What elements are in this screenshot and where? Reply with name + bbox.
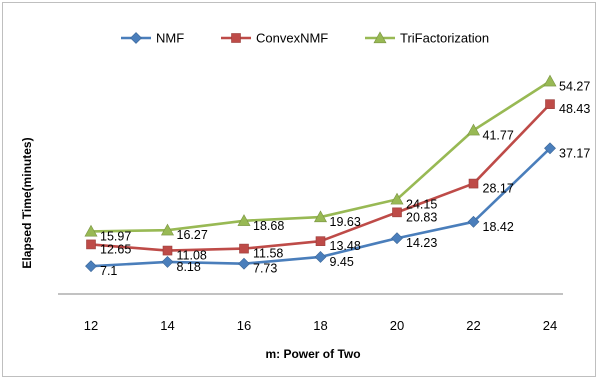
legend-label-nmf: NMF xyxy=(156,31,184,46)
legend-marker-convexnmf xyxy=(231,33,241,43)
data-point-trifactorization xyxy=(390,192,404,205)
data-label-trifactorization: 41.77 xyxy=(483,128,514,142)
x-tick-label: 12 xyxy=(84,318,98,333)
data-point-nmf xyxy=(314,251,327,263)
data-label-convexnmf: 28.17 xyxy=(483,182,514,196)
data-label-trifactorization: 16.27 xyxy=(177,228,208,242)
data-label-nmf: 7.73 xyxy=(253,262,277,276)
y-axis-label: Elapsed Time(minutes) xyxy=(20,137,34,268)
data-label-nmf: 9.45 xyxy=(330,255,354,269)
data-label-nmf: 37.17 xyxy=(559,146,590,160)
data-label-trifactorization: 18.68 xyxy=(253,219,284,233)
data-point-convexnmf xyxy=(86,239,96,250)
data-label-nmf: 14.23 xyxy=(406,236,437,250)
series-line-nmf xyxy=(90,147,551,268)
data-point-convexnmf xyxy=(468,178,479,189)
data-label-trifactorization: 24.15 xyxy=(406,197,437,211)
data-point-convexnmf xyxy=(545,99,555,109)
data-label-trifactorization: 19.63 xyxy=(330,215,361,229)
data-point-nmf xyxy=(85,260,97,273)
data-label-convexnmf: 48.43 xyxy=(559,102,590,116)
data-point-convexnmf xyxy=(162,245,173,256)
data-label-convexnmf: 12.65 xyxy=(100,242,131,256)
x-axis-label: m: Power of Two xyxy=(265,347,360,361)
x-tick-label: 24 xyxy=(543,318,557,333)
data-label-nmf: 18.42 xyxy=(483,220,514,234)
x-tick-label: 18 xyxy=(313,318,327,333)
legend-marker-nmf xyxy=(130,32,142,44)
line-chart: NMF ConvexNMF TriFactorization Elapsed Tim… xyxy=(20,31,590,362)
data-labels: 7.1 8.18 7.73 9.45 14.23 18.42 37.17 12.65 11.08… xyxy=(100,79,590,278)
series-line-trifactorization xyxy=(90,80,551,233)
chart-frame: NMF ConvexNMF TriFactorization Elapsed Tim… xyxy=(2,2,596,377)
x-tick-label: 20 xyxy=(390,318,404,333)
data-point-trifactorization xyxy=(543,74,557,87)
data-point-nmf xyxy=(467,215,480,228)
legend-label-trifactorization: TriFactorization xyxy=(400,31,489,46)
x-tick-label: 14 xyxy=(160,318,174,333)
legend-label-convexnmf: ConvexNMF xyxy=(256,31,328,46)
data-point-nmf xyxy=(391,232,403,245)
data-point-trifactorization xyxy=(466,123,481,136)
data-point-trifactorization xyxy=(313,210,328,223)
data-label-convexnmf: 13.48 xyxy=(330,239,361,253)
data-label-nmf: 7.1 xyxy=(100,264,117,278)
series-markers xyxy=(84,74,557,273)
data-label-convexnmf: 11.58 xyxy=(253,247,283,261)
legend-marker-trifactorization xyxy=(373,31,387,44)
legend: NMF ConvexNMF TriFactorization xyxy=(121,31,489,46)
x-tick-label: 22 xyxy=(466,318,480,333)
x-tick-label: 16 xyxy=(237,318,251,333)
data-label-nmf: 8.18 xyxy=(177,260,201,274)
data-label-convexnmf: 20.83 xyxy=(406,210,437,224)
data-label-trifactorization: 15.97 xyxy=(100,229,131,243)
data-point-convexnmf xyxy=(239,243,249,254)
data-point-trifactorization xyxy=(84,224,98,237)
data-point-trifactorization xyxy=(237,214,251,226)
data-point-nmf xyxy=(161,256,174,268)
data-point-convexnmf xyxy=(392,207,402,218)
data-point-nmf xyxy=(544,142,556,155)
x-tick-labels: 12 14 16 18 20 22 24 xyxy=(84,318,557,333)
data-label-convexnmf: 11.08 xyxy=(177,249,207,263)
data-label-trifactorization: 54.27 xyxy=(559,79,590,93)
data-point-trifactorization xyxy=(160,223,175,236)
data-point-convexnmf xyxy=(315,236,326,246)
data-point-nmf xyxy=(238,257,250,270)
